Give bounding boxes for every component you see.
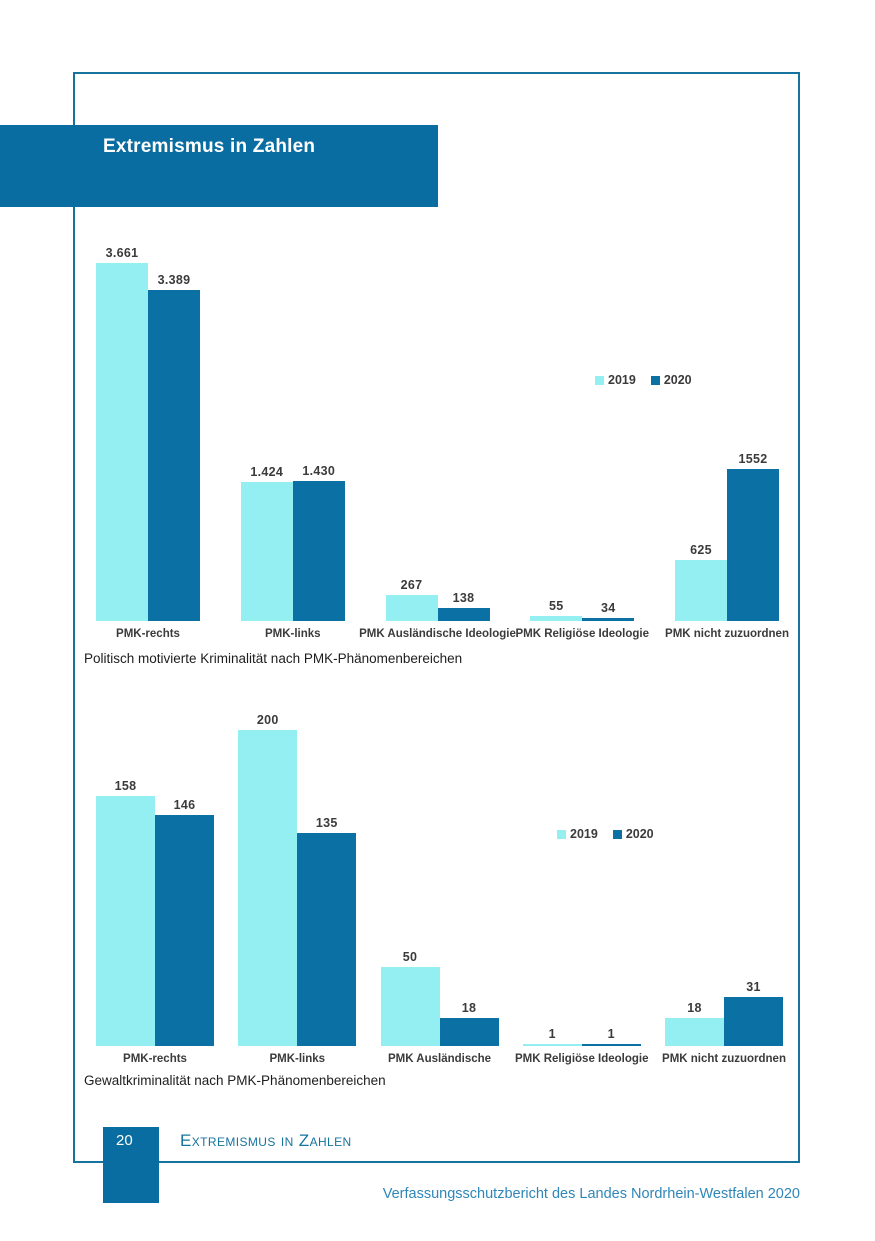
chart-gewaltkriminalitaet: 2019 2020 158 146 PMK-rechts 200 135 PMK-links… <box>84 713 796 1088</box>
bar-2019: 158 <box>96 779 155 1046</box>
legend-swatch-2019 <box>595 375 604 385</box>
bar-value-label: 1.430 <box>302 464 336 478</box>
chart-plot-area: 2019 2020 158 146 PMK-rechts 200 135 PMK-links… <box>96 713 786 1065</box>
bar-group: 267 138 PMK Ausländische Ideologie <box>359 263 516 640</box>
bar-value-label: 55 <box>548 599 564 613</box>
bar-group: 158 146 PMK-rechts <box>96 730 214 1065</box>
bar-2019: 200 <box>238 713 298 1046</box>
bar-value-label: 146 <box>173 798 196 812</box>
bar-value-label: 135 <box>315 816 338 830</box>
bar-value-label: 18 <box>687 1001 702 1015</box>
chart-caption: Gewaltkriminalität nach PMK-Phänomenbere… <box>84 1073 386 1088</box>
bar-2020: 34 <box>582 601 635 621</box>
legend-swatch-2020 <box>650 375 660 385</box>
bar-value-label: 1 <box>548 1027 556 1041</box>
legend-label: 2020 <box>663 373 692 387</box>
bar-group: 50 18 PMK Ausländische <box>380 730 499 1065</box>
category-label: PMK nicht zuzuordnen <box>665 628 789 640</box>
bar-value-label: 625 <box>690 543 712 557</box>
bar-2020: 3.389 <box>148 273 200 621</box>
chart-legend: 2019 2020 <box>595 373 692 387</box>
bar-value-label: 1552 <box>738 452 768 466</box>
bar-2019: 1 <box>522 1027 582 1046</box>
bar-2020: 18 <box>439 1001 499 1046</box>
legend-item-2020: 2020 <box>612 827 654 841</box>
page-number: 20 <box>116 1132 133 1149</box>
bar-2020: 146 <box>155 798 214 1046</box>
bar-group: 625 1552 PMK nicht zuzuordnen <box>665 263 789 640</box>
bar-value-label: 18 <box>461 1001 477 1015</box>
page-title: Extremismus in Zahlen <box>103 136 316 157</box>
category-label: PMK-rechts <box>116 628 180 640</box>
bar-group: 18 31 PMK nicht zuzuordnen <box>662 730 786 1065</box>
legend-swatch-2019 <box>557 829 566 839</box>
category-label: PMK-links <box>269 1053 326 1065</box>
bar-2019: 625 <box>675 543 727 621</box>
bar-group: 200 135 PMK-links <box>238 713 357 1065</box>
legend-item-2020: 2020 <box>650 373 692 387</box>
bar-2019: 55 <box>530 599 583 621</box>
category-label: PMK Ausländische Ideologie <box>359 628 516 640</box>
bar-value-label: 31 <box>746 980 761 994</box>
chart-politisch-motivierte-kriminalitaet: 2019 2020 3.661 3.389 PMK-rechts 1.424 1.430 P… <box>84 246 790 666</box>
chart-plot-area: 2019 2020 3.661 3.389 PMK-rechts 1.424 1.430 P… <box>96 246 789 640</box>
bar-value-label: 3.661 <box>105 246 139 260</box>
bar-2019: 18 <box>665 1001 724 1046</box>
bar-group: 1 1 PMK Religiöse Ideologie <box>515 730 649 1065</box>
page-border <box>73 72 800 1163</box>
bar-2019: 267 <box>385 578 438 621</box>
bar-2020: 1.430 <box>292 464 345 621</box>
bar-group: 55 34 PMK Religiöse Ideologie <box>515 263 649 640</box>
bar-2020: 31 <box>724 980 783 1046</box>
bar-value-label: 50 <box>402 950 418 964</box>
legend-label: 2019 <box>570 827 598 841</box>
page-number-box: 20 <box>103 1127 159 1203</box>
legend-item-2019: 2019 <box>595 373 636 387</box>
category-label: PMK Religiöse Ideologie <box>514 1053 649 1065</box>
bar-value-label: 138 <box>452 591 475 605</box>
section-header-band: Extremismus in Zahlen <box>0 125 438 207</box>
footer-section-title: Extremismus in Zahlen <box>180 1131 352 1150</box>
category-label: PMK Ausländische <box>387 1053 492 1065</box>
bar-value-label: 1 <box>607 1027 615 1041</box>
bar-value-label: 158 <box>114 779 137 793</box>
bar-group: 1.424 1.430 PMK-links <box>240 263 345 640</box>
bar-value-label: 267 <box>400 578 423 592</box>
bar-value-label: 200 <box>256 713 279 727</box>
bar-group: 3.661 3.389 PMK-rechts <box>96 246 200 640</box>
bar-2020: 138 <box>437 591 490 621</box>
bar-2020: 135 <box>297 816 357 1046</box>
legend-swatch-2020 <box>612 829 622 839</box>
category-label: PMK nicht zuzuordnen <box>662 1053 786 1065</box>
bar-2019: 3.661 <box>96 246 148 621</box>
category-label: PMK Religiöse Ideologie <box>515 628 650 640</box>
category-label: PMK-links <box>264 628 321 640</box>
legend-label: 2019 <box>608 373 636 387</box>
category-label: PMK-rechts <box>123 1053 187 1065</box>
chart-caption: Politisch motivierte Kriminalität nach P… <box>84 651 463 666</box>
report-title: Verfassungsschutzbericht des Landes Nord… <box>382 1186 800 1202</box>
bar-2019: 1.424 <box>240 465 293 621</box>
chart-legend: 2019 2020 <box>557 827 654 841</box>
legend-label: 2020 <box>625 827 654 841</box>
bar-2019: 50 <box>380 950 440 1046</box>
bar-2020: 1552 <box>727 452 779 621</box>
bar-2020: 1 <box>581 1027 641 1046</box>
bar-value-label: 1.424 <box>250 465 284 479</box>
bar-value-label: 34 <box>600 601 616 615</box>
bar-value-label: 3.389 <box>157 273 191 287</box>
legend-item-2019: 2019 <box>557 827 598 841</box>
